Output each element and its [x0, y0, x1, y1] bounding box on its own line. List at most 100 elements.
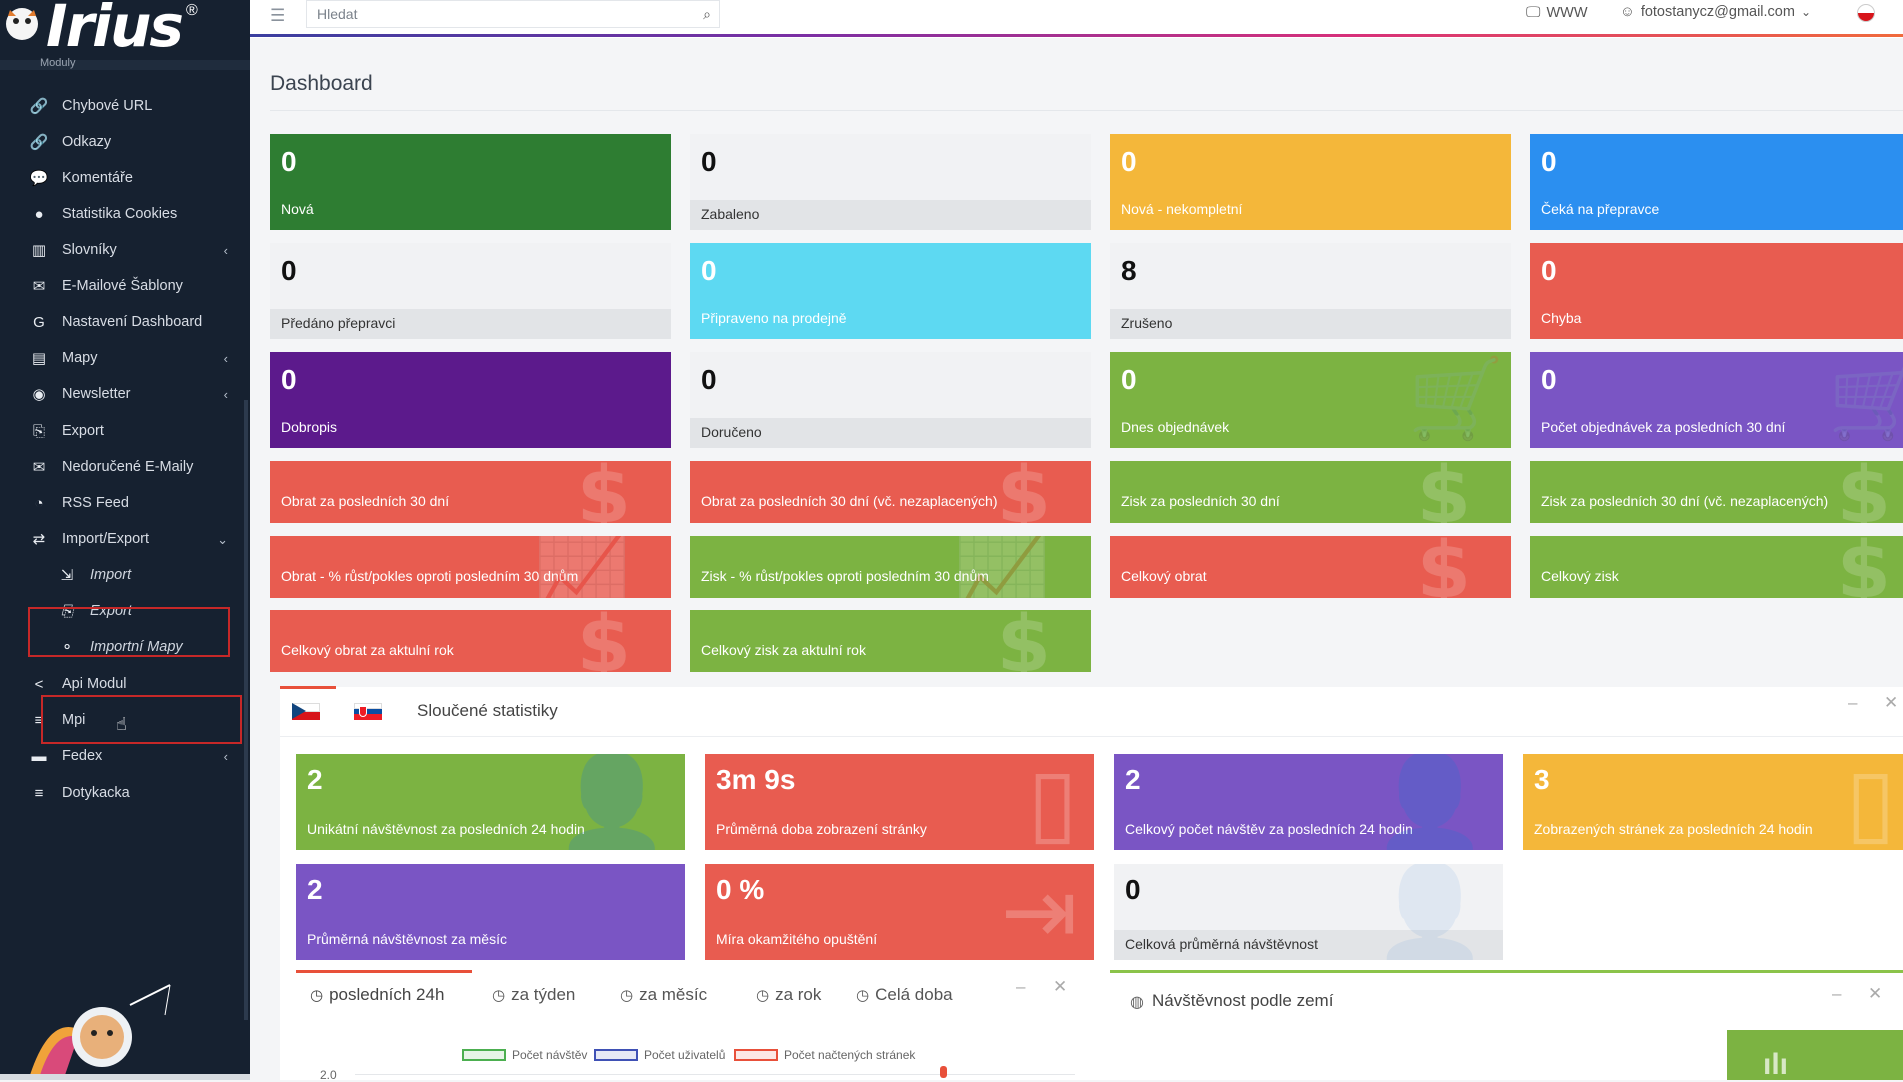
stats-card[interactable]: 2 Celkový počet návštěv za posledních 24 … [1114, 754, 1503, 850]
time-range-tab[interactable]: ◷ za rok [756, 985, 821, 1005]
sidebar-item-newsletter[interactable]: ◉ Newsletter ‹ [28, 376, 238, 412]
minimize-icon[interactable]: – [1848, 693, 1858, 712]
order-card[interactable]: 0 Dnes objednávek 🛒 [1110, 352, 1511, 448]
stats-card[interactable]: 0 % Míra okamžitého opuštění ⇥ [705, 864, 1094, 960]
order-card[interactable]: 0 Dobropis [270, 352, 671, 448]
chart-gridline [355, 1074, 1075, 1075]
sidebar-item-import[interactable]: ⇲ Import [56, 557, 250, 593]
sidebar-item-koment-e[interactable]: 💬 Komentáře [28, 160, 238, 196]
chart-data-point[interactable] [940, 1066, 947, 1078]
sidebar-item-nastaven-dashboard[interactable]: G Nastavení Dashboard [28, 304, 238, 340]
finance-card[interactable]: Obrat za posledních 30 dní (vč. nezaplac… [690, 461, 1091, 523]
chart-line-icon: 📈 [953, 536, 1051, 598]
order-card-value: 0 [1541, 255, 1557, 286]
order-card[interactable]: 0 Chyba [1530, 243, 1903, 339]
finance-card[interactable]: Obrat - % růst/pokles oproti posledním 3… [270, 536, 671, 598]
sidebar-item-importn-mapy[interactable]: ⚬ Importní Mapy [56, 629, 250, 665]
stats-card[interactable]: 3 Zobrazených stránek za posledních 24 ho… [1523, 754, 1903, 850]
sidebar-item-rss-feed[interactable]: ◔ RSS Feed [28, 485, 238, 521]
time-tab-active-line [296, 970, 472, 973]
time-range-tab[interactable]: ◷ Celá doba [856, 985, 953, 1005]
sidebar-item-label: Nedoručené E-Maily [62, 459, 194, 475]
stats-card-value: 2 [307, 874, 323, 905]
order-card[interactable]: 0 Počet objednávek za posledních 30 dní 🛒 [1530, 352, 1903, 448]
time-range-tab[interactable]: ◷ za týden [492, 985, 575, 1005]
country-close-icon[interactable]: ✕ [1868, 984, 1883, 1003]
stats-panel-tabs [280, 687, 1903, 737]
sidebar-item-import-export[interactable]: ⇄ Import/Export ⌄ [28, 521, 238, 557]
finance-card[interactable]: Zisk za posledních 30 dní $ [1110, 461, 1511, 523]
sidebar-item-export[interactable]: ⎘ Export [28, 413, 238, 449]
cookie-icon: ● [34, 205, 44, 223]
legend-entry[interactable]: Počet uživatelů [594, 1048, 725, 1062]
time-range-tab[interactable]: ◷ posledních 24h [310, 985, 444, 1005]
finance-card[interactable]: Zisk za posledních 30 dní (vč. nezaplace… [1530, 461, 1903, 523]
clock-icon: ◷ [856, 987, 870, 1004]
sidebar-item-slovn-ky[interactable]: ▥ Slovníky ‹ [28, 232, 238, 268]
sidebar-scrollbar[interactable] [244, 400, 248, 1020]
logo[interactable]: Irius ® [0, 0, 250, 62]
www-link[interactable]: 🖵 WWW [1526, 4, 1588, 21]
books-icon: ▥ [31, 242, 47, 259]
language-flag-button[interactable] [1857, 4, 1875, 22]
order-card[interactable]: 0 Předáno přepravci [270, 243, 671, 339]
chart-close-icon[interactable]: ✕ [1053, 977, 1068, 996]
legend-entry[interactable]: Počet návštěv [462, 1048, 587, 1062]
sidebar-item-odkazy[interactable]: 🔗 Odkazy [28, 124, 238, 160]
finance-card[interactable]: Celkový obrat za aktulní rok $ [270, 610, 671, 672]
finance-card[interactable]: Celkový zisk za aktulní rok $ [690, 610, 1091, 672]
sidebar-item-api-modul[interactable]: < Api Modul [28, 666, 238, 702]
stats-card[interactable]: 3m 9s Průměrná doba zobrazení stránky ▯ [705, 754, 1094, 850]
flag-icon [1857, 4, 1875, 22]
sidebar-item-e-mailov-ablony[interactable]: ✉ E-Mailové Šablony [28, 268, 238, 304]
dollar-coin-icon: $ [1416, 536, 1471, 598]
finance-card[interactable]: Celkový zisk $ [1530, 536, 1903, 598]
stats-card[interactable]: 0 Celková průměrná návštěvnost 👤 [1114, 864, 1503, 960]
chevron-left-icon: ‹ [223, 749, 228, 764]
user-menu[interactable]: ☺ fotostanycz@gmail.com ⌄ [1620, 4, 1811, 20]
stats-card-label: Celkový počet návštěv za posledních 24 h… [1125, 821, 1413, 837]
sidebar-item-nedoru-en-e-maily[interactable]: ✉ Nedoručené E-Maily [28, 449, 238, 485]
sidebar-item-mpi[interactable]: ≡ Mpi [28, 702, 238, 738]
file-icon: ▯ [1027, 754, 1078, 850]
chart-minimize-icon[interactable]: – [1016, 977, 1026, 996]
search-input[interactable]: Hledat ⌕ [306, 0, 720, 28]
logo-wordmark: Irius [46, 0, 184, 60]
sidebar-item-label: Fedex [62, 748, 103, 764]
flag-cz-tab[interactable] [292, 703, 320, 720]
time-range-tab[interactable]: ◷ za měsíc [620, 985, 707, 1005]
logo-registered: ® [186, 2, 198, 19]
flag-sk-tab[interactable] [354, 703, 382, 720]
order-card[interactable]: 8 Zrušeno [1110, 243, 1511, 339]
stats-card-label: Zobrazených stránek za posledních 24 hod… [1534, 821, 1813, 837]
stats-card[interactable]: 2 Unikátní návštěvnost za posledních 24 h… [296, 754, 685, 850]
finance-card[interactable]: Celkový obrat $ [1110, 536, 1511, 598]
order-card[interactable]: 0 Doručeno [690, 352, 1091, 448]
rss-icon: ◔ [34, 494, 44, 512]
legend-label: Počet načtených stránek [784, 1048, 916, 1062]
finance-card[interactable]: Zisk - % růst/pokles oproti posledním 30… [690, 536, 1091, 598]
sidebar-item-dotykacka[interactable]: ≡ Dotykacka [28, 775, 238, 811]
order-card[interactable]: 0 Nová [270, 134, 671, 230]
sidebar-item-chybov-url[interactable]: 🔗 Chybové URL [28, 88, 238, 124]
legend-entry[interactable]: Počet načtených stránek [734, 1048, 915, 1062]
newsletter-icon: ◉ [32, 386, 46, 403]
hamburger-menu-icon[interactable]: ☰ [270, 6, 286, 25]
sidebar-item-statistika-cookies[interactable]: ● Statistika Cookies [28, 196, 238, 232]
order-card[interactable]: 0 Připraveno na prodejně [690, 243, 1091, 339]
close-icon[interactable]: ✕ [1884, 693, 1899, 712]
country-chart-bar: ılı [1727, 1030, 1903, 1081]
order-card[interactable]: 0 Zabaleno [690, 134, 1091, 230]
order-card[interactable]: 0 Čeká na přepravce [1530, 134, 1903, 230]
stats-card[interactable]: 2 Průměrná návštěvnost za měsíc [296, 864, 685, 960]
order-card[interactable]: 0 Nová - nekompletní [1110, 134, 1511, 230]
country-minimize-icon[interactable]: – [1832, 984, 1842, 1003]
stats-card-label: Celková průměrná návštěvnost [1114, 930, 1503, 960]
search-icon[interactable]: ⌕ [703, 6, 711, 22]
finance-card[interactable]: Obrat za posledních 30 dní $ [270, 461, 671, 523]
order-card-value: 0 [281, 364, 297, 395]
sidebar-item-fedex[interactable]: ▬ Fedex ‹ [28, 738, 238, 774]
finance-card-label: Zisk - % růst/pokles oproti posledním 30… [701, 568, 989, 584]
sidebar-item-mapy[interactable]: ▤ Mapy ‹ [28, 340, 238, 376]
sidebar-item-label: Slovníky [62, 242, 117, 258]
